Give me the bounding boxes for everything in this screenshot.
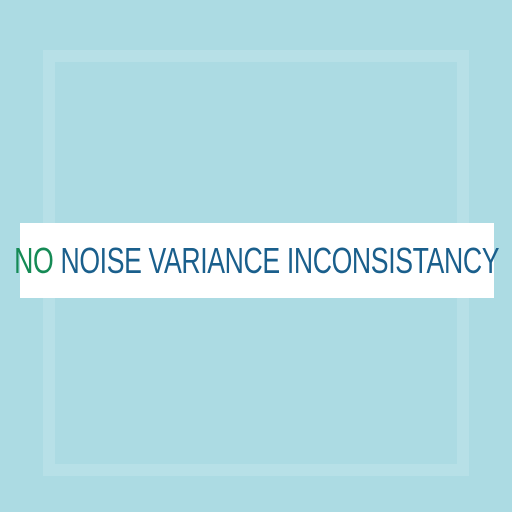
title-banner: NO NOISE VARIANCE INCONSISTANCY <box>15 223 500 298</box>
headline-rest-text: NOISE VARIANCE INCONSISTANCY <box>60 239 500 281</box>
headline-accent-word: NO <box>14 239 55 281</box>
headline: NO NOISE VARIANCE INCONSISTANCY <box>14 239 500 281</box>
